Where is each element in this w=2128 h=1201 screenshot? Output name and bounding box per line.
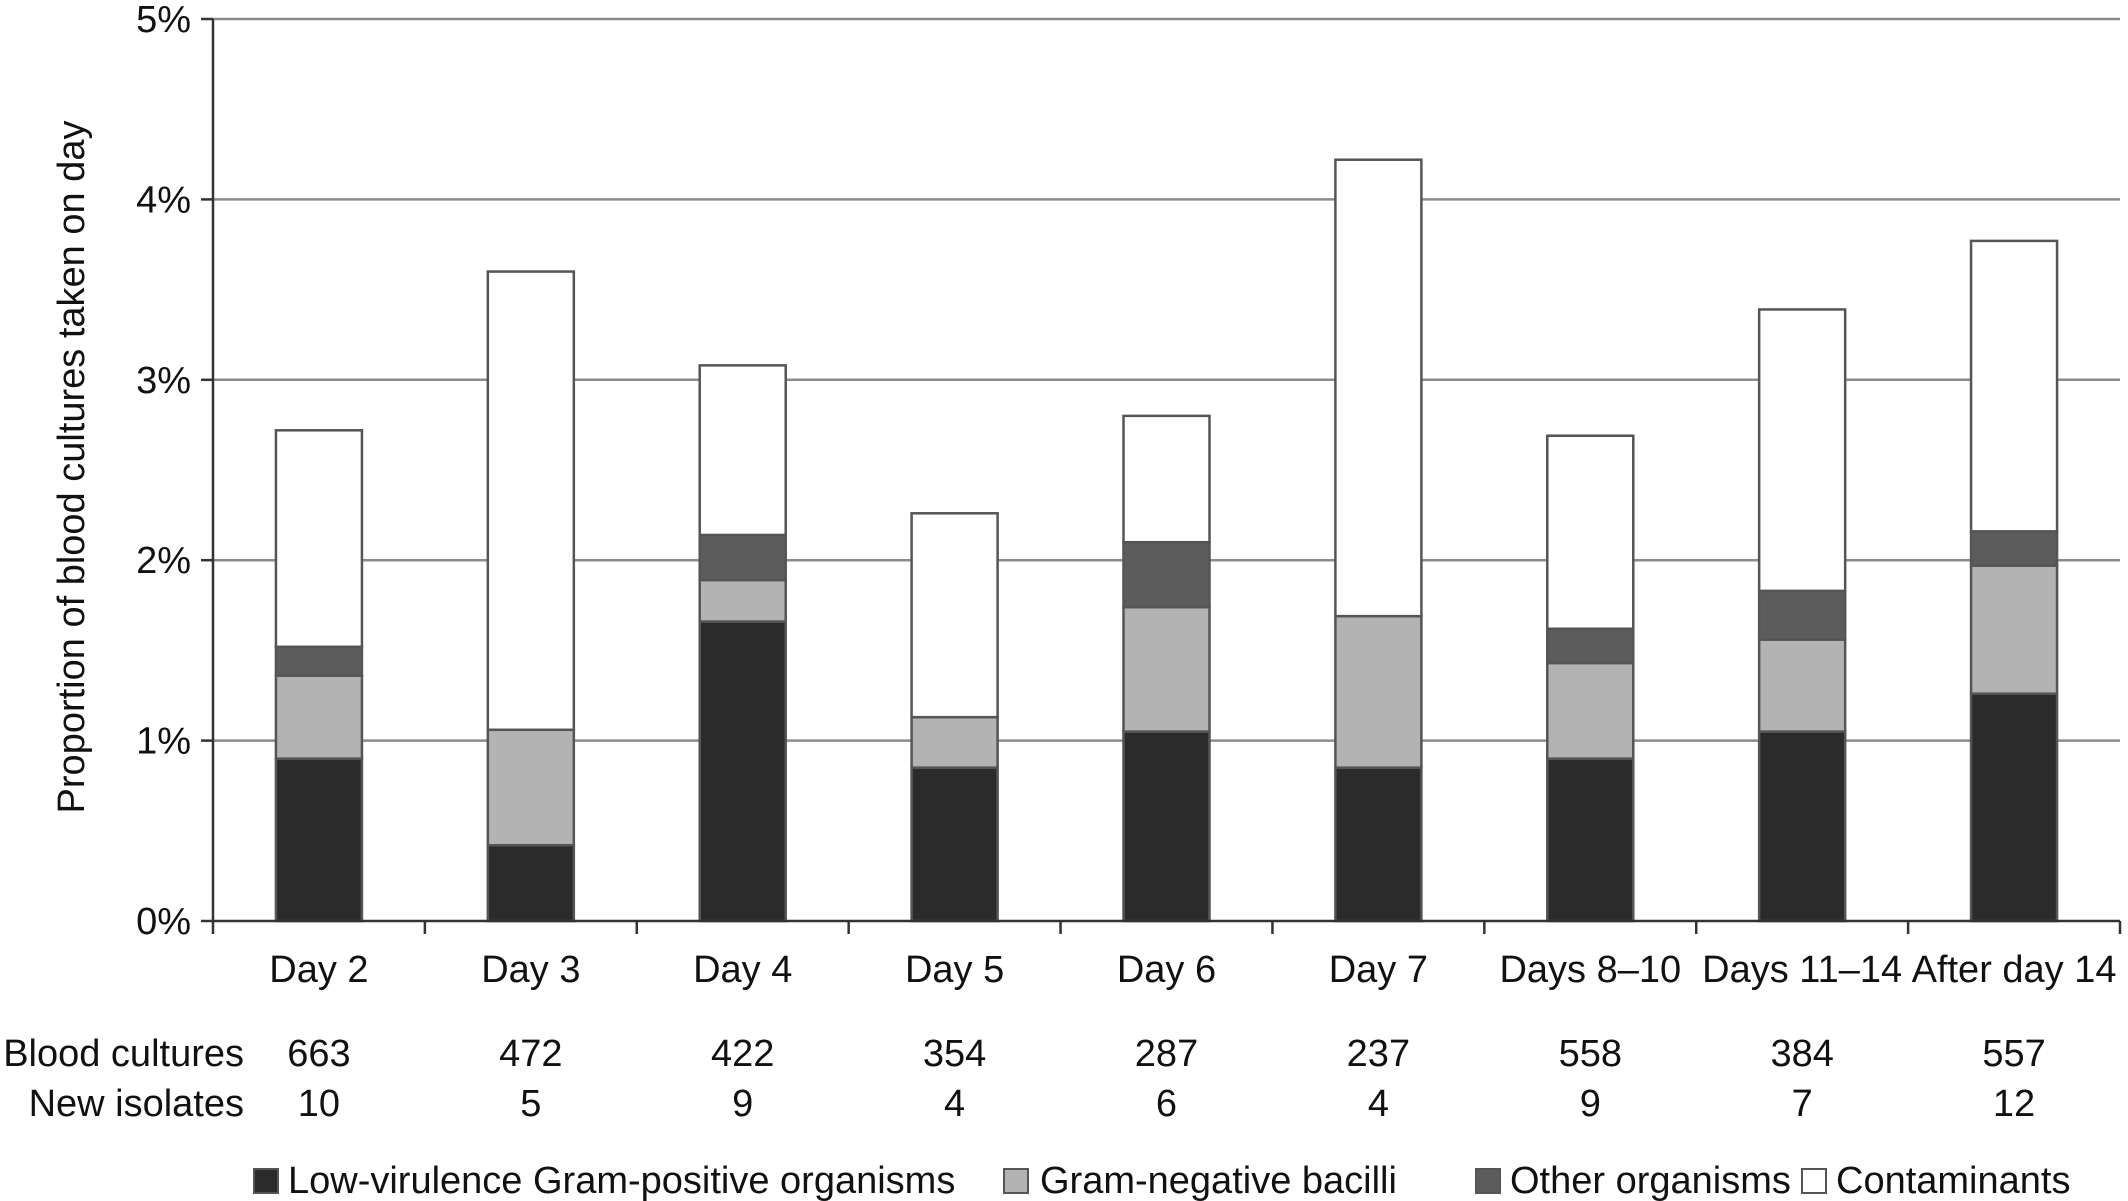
- table-cell: 663: [287, 1033, 350, 1075]
- x-tick-label: Day 3: [481, 949, 580, 991]
- x-tick-label: Day 4: [693, 949, 792, 991]
- legend-swatch: [1003, 1168, 1029, 1194]
- y-tick-label: 0%: [136, 901, 191, 943]
- bar-segment: [1546, 434, 1635, 631]
- bar-segment: [274, 429, 364, 649]
- y-tick-label: 3%: [136, 360, 191, 402]
- table-cell: 9: [1580, 1083, 1601, 1125]
- table-cell: 10: [298, 1083, 340, 1125]
- table-cell: 5: [520, 1083, 541, 1125]
- table-cell: 12: [1993, 1083, 2035, 1125]
- bar-segment: [1122, 730, 1211, 923]
- bar-segment: [1122, 605, 1211, 733]
- x-tick-label: Day 6: [1117, 949, 1216, 991]
- legend-label: Gram-negative bacilli: [1040, 1160, 1397, 1201]
- bar-segment: [910, 715, 999, 769]
- table-cell: 4: [1368, 1083, 1389, 1125]
- bar-segment: [1969, 239, 2059, 533]
- x-tick-label: Days 8–10: [1499, 949, 1681, 991]
- table-cell: 4: [944, 1083, 965, 1125]
- bar-segment: [1969, 692, 2059, 923]
- legend: Low-virulence Gram-positive organisms Gra…: [253, 1160, 2070, 1201]
- table-cell: 9: [732, 1083, 753, 1125]
- bar-segment: [486, 270, 576, 732]
- bar-segment: [274, 674, 364, 760]
- x-tick-label: Day 5: [905, 949, 1004, 991]
- bar-segment: [1757, 308, 1847, 593]
- table-cell: 6: [1156, 1083, 1177, 1125]
- legend-swatch: [1475, 1168, 1501, 1194]
- legend-swatch: [1801, 1168, 1827, 1194]
- table-cell: 558: [1559, 1033, 1622, 1075]
- bar-segment: [1122, 414, 1211, 544]
- bar-segment: [910, 512, 999, 719]
- y-tick-label: 1%: [136, 721, 191, 763]
- y-tick-label: 2%: [136, 540, 191, 582]
- bar-segment: [1546, 757, 1635, 923]
- bar-segment: [1757, 730, 1847, 923]
- bar-segment: [1122, 540, 1211, 609]
- legend-label: Low-virulence Gram-positive organisms: [288, 1160, 955, 1201]
- bar-segment: [698, 620, 787, 923]
- bar-segment: [1546, 627, 1635, 665]
- bar-segment: [1334, 614, 1423, 769]
- bar-segment: [274, 757, 364, 923]
- table-cell: 422: [711, 1033, 774, 1075]
- table-row-label: New isolates: [29, 1083, 244, 1125]
- table-cell: 472: [499, 1033, 562, 1075]
- x-tick-label: Days 11–14: [1702, 949, 1902, 991]
- bars: [274, 158, 2059, 923]
- bar-segment: [486, 728, 576, 847]
- axis-labels: 0% 1% 2% 3% 4% 5% Day 2 Day 3 Day 4 Day 5 Day 6 Day…: [136, 0, 2116, 991]
- bar-segment: [698, 533, 787, 582]
- y-tick-label: 5%: [136, 0, 191, 41]
- y-axis-title: Proportion of blood cultures taken on da…: [51, 121, 93, 814]
- table-cell: 7: [1792, 1083, 1813, 1125]
- data-table: Blood cultures 663 472 422 354 287 237 558 384 55…: [3, 1033, 2046, 1125]
- table-cell: 287: [1135, 1033, 1198, 1075]
- table-cell: 237: [1347, 1033, 1410, 1075]
- x-tick-label: Day 7: [1329, 949, 1428, 991]
- bar-segment: [1334, 158, 1423, 618]
- bar-segment: [1757, 589, 1847, 641]
- table-cell: 557: [1982, 1033, 2045, 1075]
- y-tick-label: 4%: [136, 179, 191, 221]
- x-tick-label: After day 14: [1912, 949, 2117, 991]
- x-tick-label: Day 2: [269, 949, 368, 991]
- bar-segment: [1757, 638, 1847, 733]
- bar-segment: [1546, 661, 1635, 760]
- table-cell: 384: [1770, 1033, 1833, 1075]
- table-row-label: Blood cultures: [3, 1033, 244, 1075]
- bar-segment: [1334, 766, 1423, 923]
- bar-segment: [910, 766, 999, 923]
- bar-segment: [698, 364, 787, 537]
- table-cell: 354: [923, 1033, 986, 1075]
- legend-label: Contaminants: [1836, 1160, 2070, 1201]
- legend-swatch: [253, 1168, 279, 1194]
- bar-segment: [486, 843, 576, 923]
- bar-segment: [1969, 530, 2059, 567]
- legend-label: Other organisms: [1510, 1160, 1791, 1201]
- bar-segment: [698, 578, 787, 623]
- bar-segment: [1969, 564, 2059, 695]
- axes: [201, 17, 2122, 934]
- bar-segment: [274, 645, 364, 677]
